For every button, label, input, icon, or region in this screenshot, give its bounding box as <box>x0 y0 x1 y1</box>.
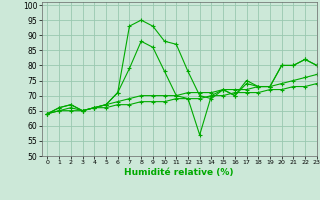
X-axis label: Humidité relative (%): Humidité relative (%) <box>124 168 234 177</box>
